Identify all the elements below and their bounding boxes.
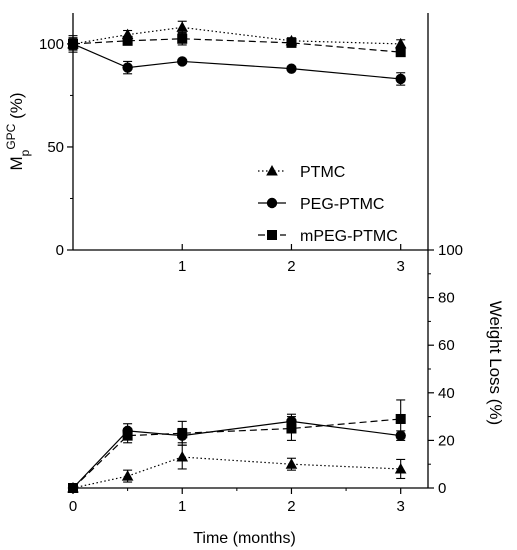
data-point [68,38,78,49]
data-point [285,458,298,469]
top-panel: 0 50 100 PTMC PEG-PTMC mPEG-PTMC MpGPC (%) [4,13,429,489]
top-y-axis-label: MpGPC (%) [4,92,32,170]
data-point [395,47,406,58]
x-axis-label: Time (months) [193,530,296,547]
series-line [72,456,401,489]
bottom-y-tick-label: 20 [438,432,455,449]
series-ptmc [67,444,407,493]
bottom-y-tick-label: 40 [438,385,455,402]
data-point [286,63,297,74]
data-point [395,73,406,85]
legend-marker [267,230,277,240]
data-point [394,37,407,49]
data-point [122,430,133,441]
series-line [72,43,401,80]
legend-entry: mPEG-PTMC [258,228,398,245]
data-point [176,451,189,462]
bottom-y-axis-label: Weight Loss (%) [486,301,505,425]
bottom-y-tick-label: 80 [438,290,455,307]
legend-label: PTMC [300,164,345,181]
bottom-y-tick-label: 100 [438,242,463,259]
x-tick-label: 2 [287,498,295,515]
data-point [122,62,133,73]
bottom-y-tick-label: 60 [438,337,455,354]
top-ylabel-unit: (%) [7,92,26,123]
data-point [121,470,134,481]
data-point [176,21,189,32]
data-point [177,428,188,439]
data-point [394,462,407,474]
series-mpeg-ptmc [68,399,406,493]
top-y-tick-label: 0 [56,242,64,259]
top-y-tick-label: 100 [39,36,64,53]
top-y-tick-label: 50 [47,139,64,156]
legend-marker [266,165,278,176]
data-point [395,413,406,424]
legend-label: PEG-PTMC [300,196,384,213]
data-point [68,483,78,493]
series-ptmc [67,20,407,50]
bottom-y-tick-label: 0 [438,480,446,497]
divider-x-tick-label: 2 [287,258,295,275]
series-line [72,418,401,489]
legend-label: mPEG-PTMC [300,228,398,245]
x-tick-label: 0 [69,498,77,515]
data-point [122,35,133,46]
legend-marker [266,197,278,209]
data-point [177,33,188,44]
x-tick-label: 1 [178,498,186,515]
data-point [286,37,297,48]
legend-entry: PTMC [258,164,345,181]
series-line [72,26,401,45]
top-ylabel-sub: p [18,149,32,156]
x-tick-label: 3 [397,498,405,515]
series-line [72,420,401,489]
divider-x-tick-label: 1 [178,258,186,275]
top-ylabel-sup: GPC [4,123,18,149]
data-point [177,56,188,67]
legend-entry: PEG-PTMC [258,196,384,213]
data-point [286,423,297,434]
series-peg-ptmc [67,37,406,86]
series-line [72,38,401,53]
bottom-panel: 0 20 40 60 80 100 0 1 1 2 2 3 3 Time (months) Weight… [67,242,505,547]
divider-x-tick-label: 3 [397,258,405,275]
series-mpeg-ptmc [68,32,406,58]
series-peg-ptmc [67,413,406,494]
top-ylabel-main: M [7,156,26,170]
legend: PTMC PEG-PTMC mPEG-PTMC [258,164,398,245]
